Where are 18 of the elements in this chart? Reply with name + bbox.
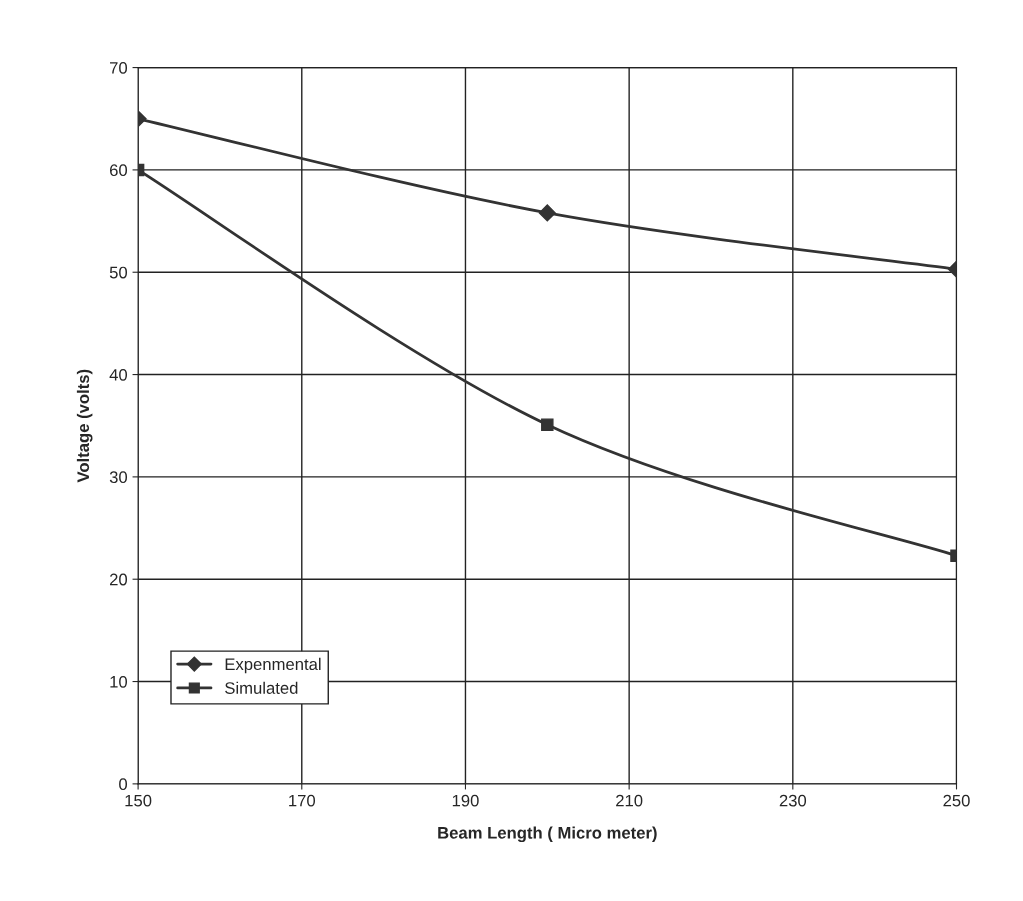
y-tick-label: 30	[109, 471, 128, 484]
x-tick-label: 230	[779, 794, 807, 807]
x-tick-label: 250	[943, 794, 970, 807]
y-tick-label: 50	[109, 266, 128, 279]
x-tick-label: 170	[289, 794, 316, 807]
y-axis-title: Voltage (volts)	[76, 369, 93, 483]
y-tick-label: 20	[109, 573, 128, 586]
y-tick-label: 10	[110, 675, 128, 688]
y-tick-label: 60	[110, 164, 128, 177]
y-tick-label: 0	[119, 778, 128, 791]
legend-label: Expenmental	[225, 657, 321, 674]
x-tick-label: 150	[125, 794, 152, 807]
x-tick-label: 210	[616, 794, 643, 807]
y-tick-label: 70	[110, 61, 128, 74]
legend-label: Simulated	[225, 681, 298, 694]
x-axis-title: Beam Length ( Micro meter)	[438, 826, 657, 843]
x-tick-label: 190	[452, 794, 479, 807]
y-tick-label: 40	[109, 368, 128, 381]
